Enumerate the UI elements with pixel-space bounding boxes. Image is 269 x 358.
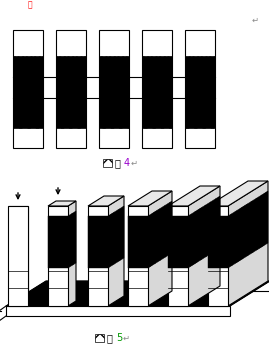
Bar	[208, 206, 228, 306]
Polygon shape	[148, 201, 172, 268]
Polygon shape	[148, 191, 172, 306]
Text: 4: 4	[124, 158, 130, 168]
Bar	[6, 306, 230, 316]
Bar	[88, 206, 108, 306]
Bar	[13, 30, 43, 148]
Polygon shape	[168, 186, 220, 206]
Bar	[56, 56, 86, 128]
Polygon shape	[208, 181, 268, 206]
Polygon shape	[188, 196, 220, 268]
Bar	[8, 206, 28, 306]
Bar	[48, 216, 68, 268]
Bar	[185, 30, 215, 148]
Text: 5: 5	[116, 333, 122, 343]
Bar	[168, 216, 188, 268]
Text: ↵: ↵	[122, 334, 129, 343]
Polygon shape	[68, 211, 76, 268]
Polygon shape	[188, 186, 220, 306]
Bar	[48, 206, 68, 306]
Text: 图: 图	[106, 333, 112, 343]
Bar	[95, 334, 104, 342]
Polygon shape	[6, 281, 269, 306]
Bar	[99, 30, 129, 148]
Polygon shape	[48, 201, 76, 206]
Bar	[142, 30, 172, 148]
Text: 图: 图	[28, 0, 32, 10]
Bar	[103, 159, 112, 167]
Polygon shape	[6, 281, 269, 306]
Text: 图: 图	[114, 158, 120, 168]
Polygon shape	[108, 196, 124, 306]
Polygon shape	[88, 196, 124, 206]
Text: ↵: ↵	[252, 15, 259, 24]
Bar	[142, 56, 172, 128]
Bar	[13, 56, 43, 128]
Bar	[168, 206, 188, 306]
Bar	[56, 30, 86, 148]
Bar	[99, 56, 129, 128]
Bar	[128, 206, 148, 306]
Bar	[208, 216, 228, 268]
Polygon shape	[228, 191, 268, 268]
Bar	[88, 216, 108, 268]
Text: ↵: ↵	[130, 159, 137, 168]
Polygon shape	[128, 191, 172, 206]
Polygon shape	[228, 181, 268, 306]
Bar	[128, 216, 148, 268]
Polygon shape	[108, 206, 124, 268]
Polygon shape	[68, 201, 76, 306]
Bar	[185, 56, 215, 128]
